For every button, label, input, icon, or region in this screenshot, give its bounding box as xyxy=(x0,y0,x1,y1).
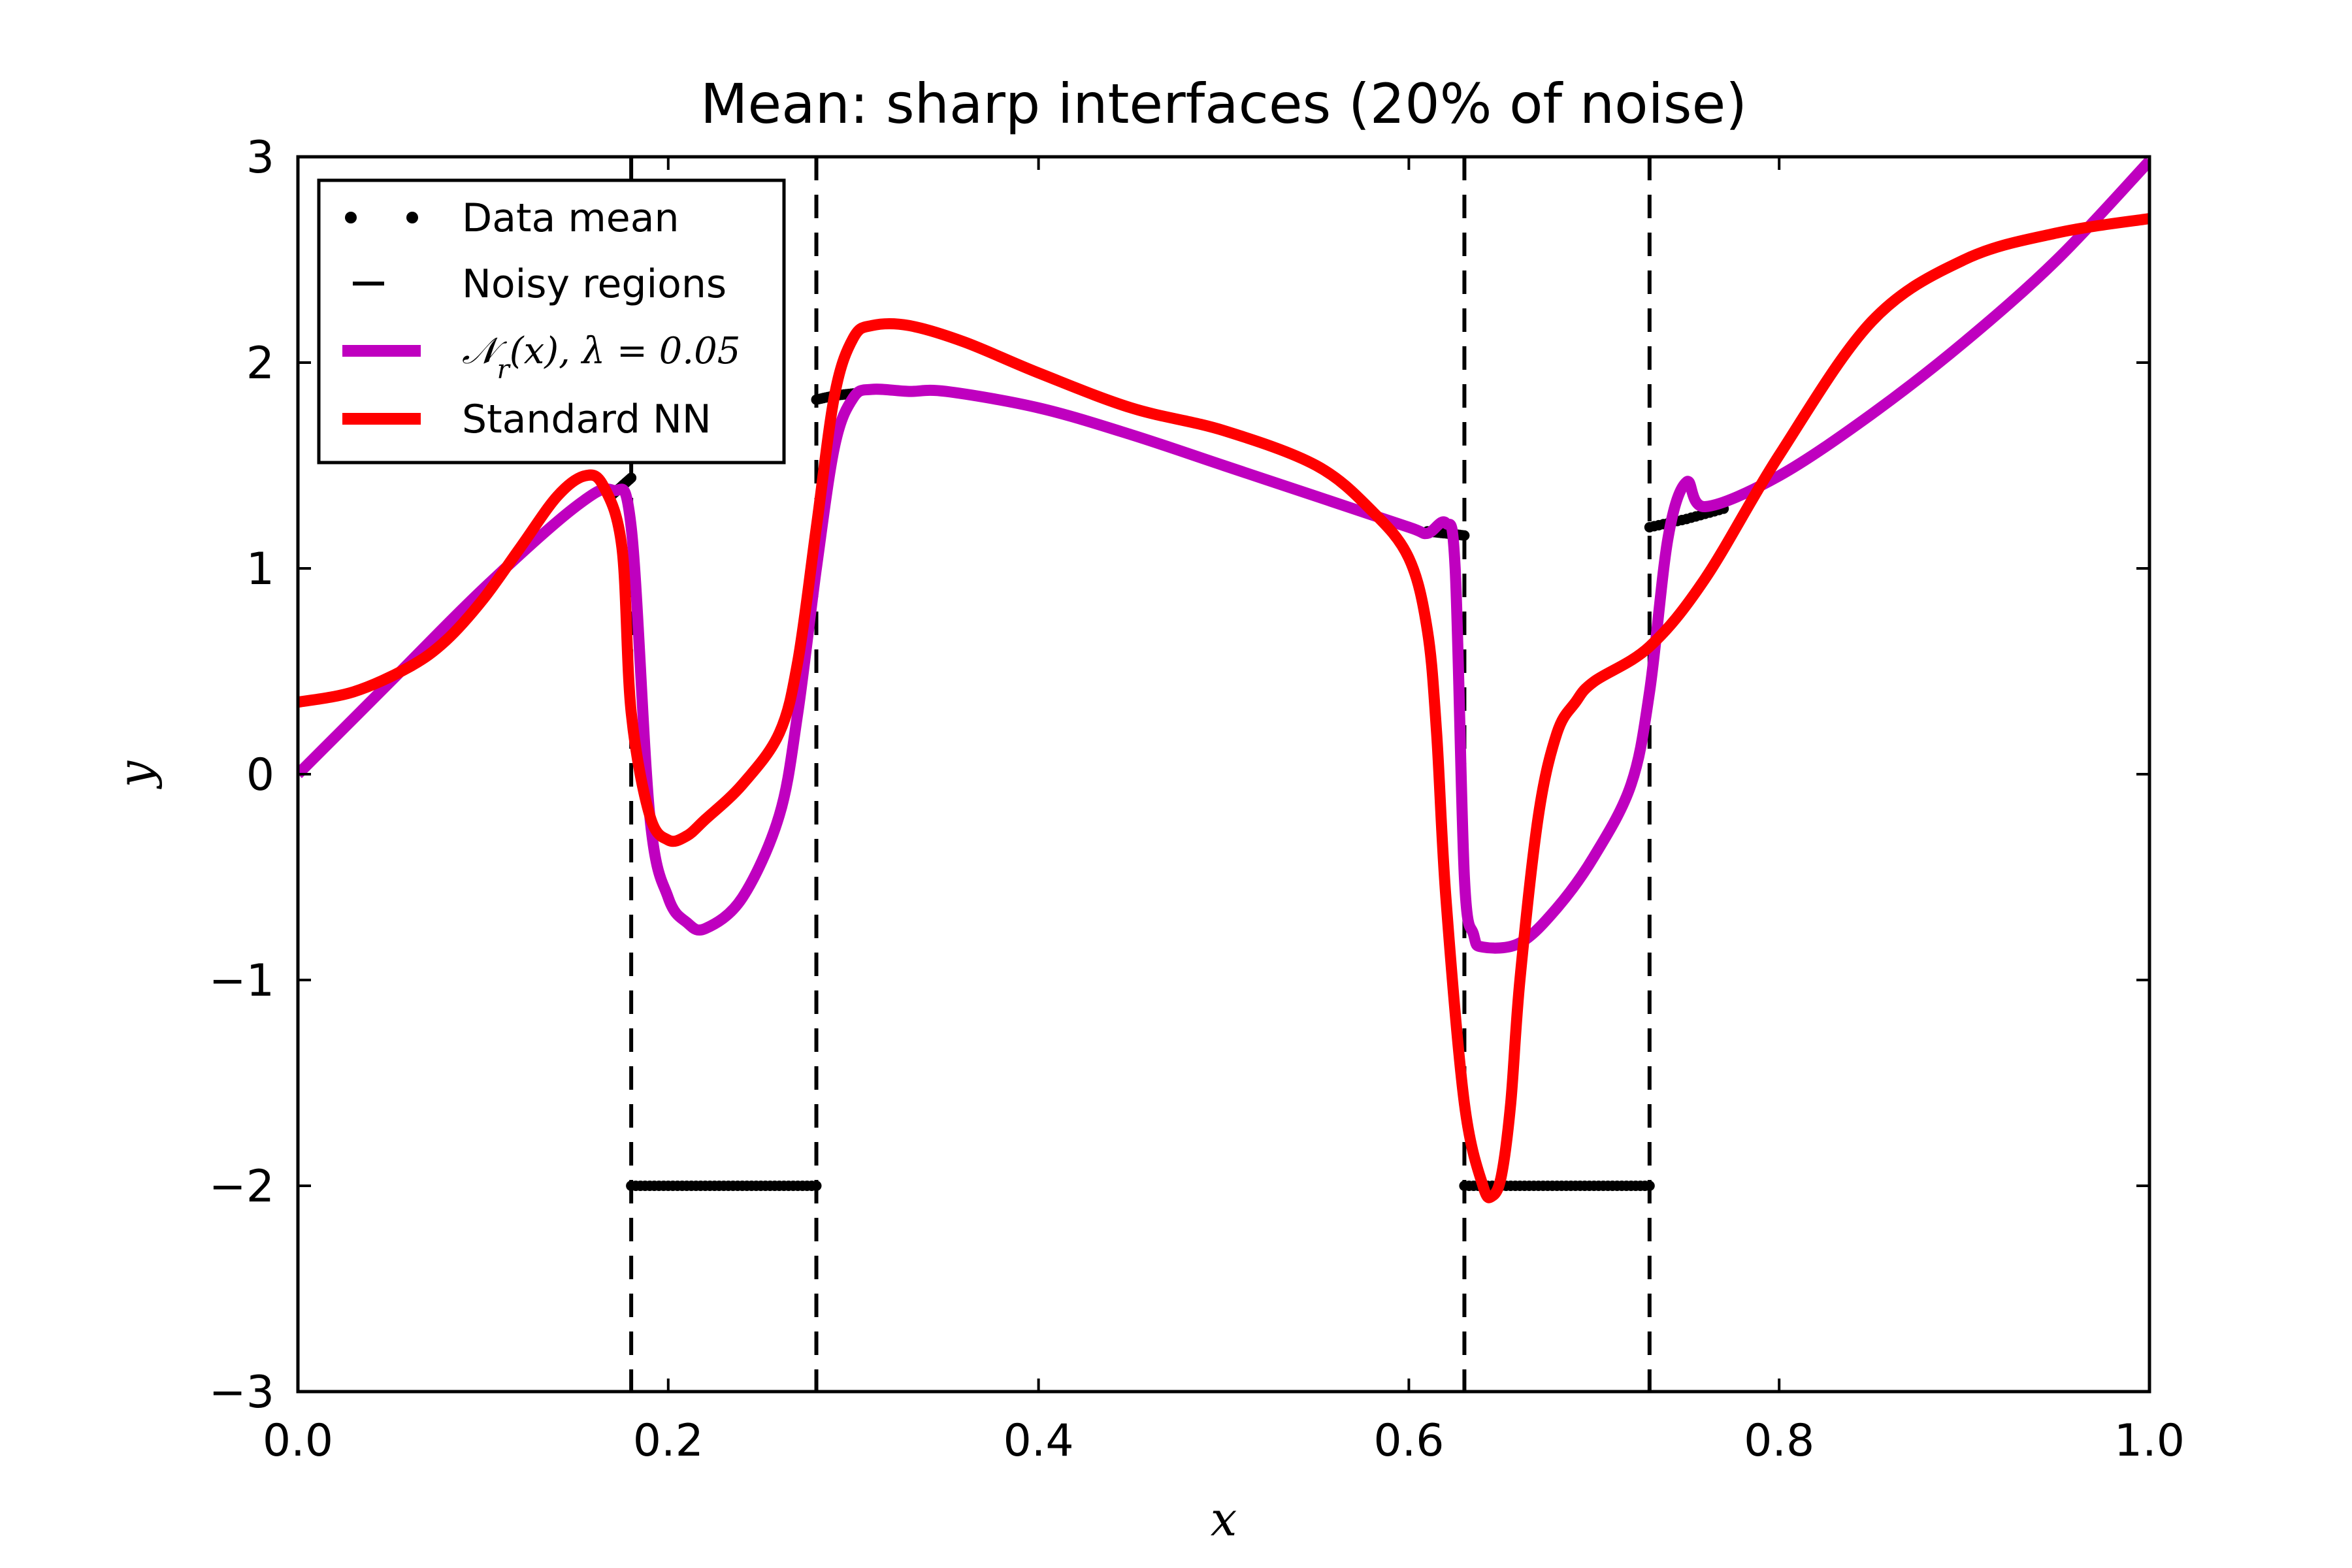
plot-area: 0.0 0.2 0.4 0.6 0.8 1.0 3 2 1 0 −1 −2 −3 xyxy=(209,132,2185,1467)
data-mean-point xyxy=(1644,1181,1655,1191)
x-tick-label: 0.6 xyxy=(1373,1415,1444,1467)
y-tick-label: 2 xyxy=(246,338,274,389)
y-tick-label: 0 xyxy=(246,749,274,801)
data-curves xyxy=(298,157,2149,1203)
x-tick-label: 0.0 xyxy=(263,1415,333,1467)
y-tick-label: 1 xyxy=(246,544,274,595)
data-mean-point xyxy=(811,1181,822,1191)
legend-dot-marker xyxy=(345,212,357,223)
y-tick-label: −2 xyxy=(209,1161,274,1213)
legend-label-noisy-regions: Noisy regions xyxy=(462,261,727,307)
y-axis-label: y xyxy=(108,760,163,789)
data-mean-point xyxy=(626,472,637,483)
y-tick-label: 3 xyxy=(246,132,274,184)
y-tick-label: −1 xyxy=(209,955,274,1007)
x-axis-label: x xyxy=(1211,1492,1237,1546)
legend: Data mean Noisy regions 𝒩r(x), λ = 0.05 … xyxy=(317,178,786,465)
x-tick-label: 0.2 xyxy=(633,1415,704,1467)
legend-dot-marker xyxy=(406,212,418,223)
x-axis-ticks: 0.0 0.2 0.4 0.6 0.8 1.0 xyxy=(263,157,2185,1467)
chart-title: Mean: sharp interfaces (20% of noise) xyxy=(700,72,1747,136)
standard-nn-curve xyxy=(298,213,2149,1203)
legend-label-nr: 𝒩r(x), λ = 0.05 xyxy=(462,330,740,385)
x-tick-label: 1.0 xyxy=(2114,1415,2185,1467)
x-tick-label: 0.4 xyxy=(1004,1415,1074,1467)
data-mean-point xyxy=(1459,530,1470,541)
y-axis-ticks: 3 2 1 0 −1 −2 −3 xyxy=(209,132,2149,1418)
y-tick-label: −3 xyxy=(209,1367,274,1418)
legend-label-standard-nn: Standard NN xyxy=(462,397,711,442)
x-tick-label: 0.8 xyxy=(1744,1415,1814,1467)
legend-label-data-mean: Data mean xyxy=(462,195,679,241)
